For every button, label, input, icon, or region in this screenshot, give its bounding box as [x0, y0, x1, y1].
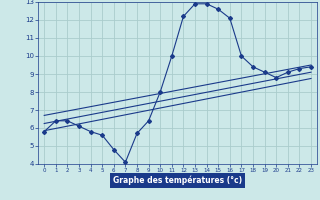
X-axis label: Graphe des températures (°c): Graphe des températures (°c) — [113, 176, 242, 185]
